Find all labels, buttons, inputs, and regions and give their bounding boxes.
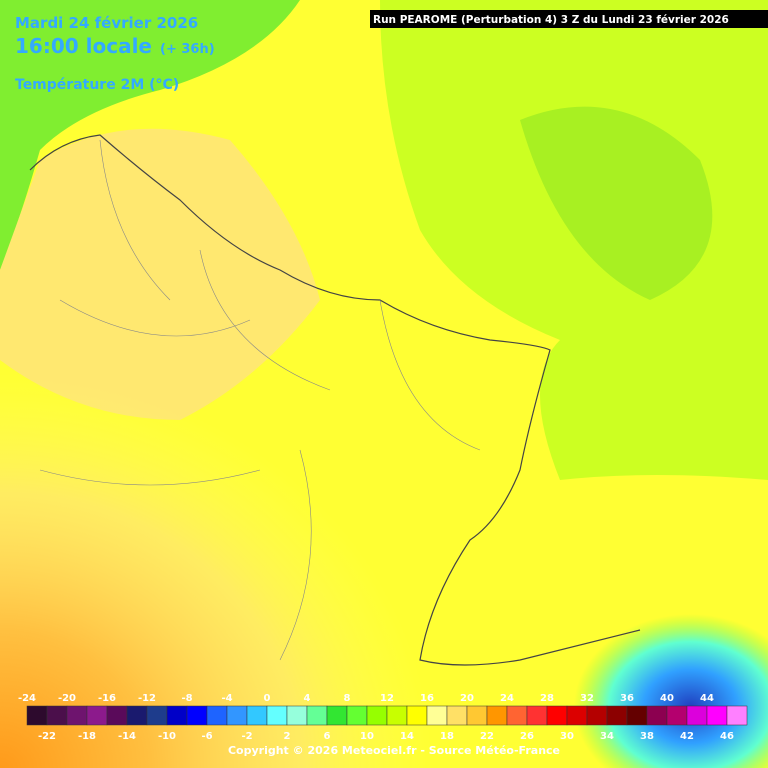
legend-label: 2 bbox=[284, 731, 291, 742]
legend-label: 18 bbox=[440, 731, 454, 742]
legend-label: -22 bbox=[38, 731, 56, 742]
legend-swatch bbox=[486, 705, 508, 726]
legend-label: 16 bbox=[420, 693, 434, 704]
copyright: Copyright © 2026 Meteociel.fr - Source M… bbox=[228, 744, 560, 757]
time: 16:00 locale bbox=[15, 34, 152, 58]
legend-swatch bbox=[266, 705, 288, 726]
legend-label: -14 bbox=[118, 731, 136, 742]
legend-label: 34 bbox=[600, 731, 614, 742]
legend-swatch bbox=[586, 705, 608, 726]
legend-label: 46 bbox=[720, 731, 734, 742]
legend-label: -8 bbox=[181, 693, 192, 704]
legend-label: 8 bbox=[344, 693, 351, 704]
legend-swatch bbox=[246, 705, 268, 726]
legend-swatch bbox=[106, 705, 128, 726]
legend-swatch bbox=[346, 705, 368, 726]
green-zone bbox=[520, 106, 713, 301]
legend-swatch bbox=[566, 705, 588, 726]
legend-swatch bbox=[186, 705, 208, 726]
legend-label: 14 bbox=[400, 731, 414, 742]
legend-label: -12 bbox=[138, 693, 156, 704]
legend-label: 12 bbox=[380, 693, 394, 704]
legend-swatch bbox=[506, 705, 528, 726]
legend-swatch bbox=[386, 705, 408, 726]
legend-swatch bbox=[626, 705, 648, 726]
legend-label: -18 bbox=[78, 731, 96, 742]
date: Mardi 24 février 2026 bbox=[15, 14, 198, 32]
legend-label: -2 bbox=[241, 731, 252, 742]
legend-label: -6 bbox=[201, 731, 212, 742]
legend-swatch bbox=[326, 705, 348, 726]
legend-swatch bbox=[46, 705, 68, 726]
legend-swatch bbox=[86, 705, 108, 726]
legend-swatch bbox=[466, 705, 488, 726]
legend-label: 10 bbox=[360, 731, 374, 742]
variable: Température 2M (°C) bbox=[15, 77, 179, 93]
legend-swatch bbox=[66, 705, 88, 726]
lead: (+ 36h) bbox=[160, 42, 215, 57]
legend-label: 40 bbox=[660, 693, 674, 704]
legend-label: 22 bbox=[480, 731, 494, 742]
legend-label: 28 bbox=[540, 693, 554, 704]
legend-swatch bbox=[446, 705, 468, 726]
run-banner bbox=[370, 10, 768, 28]
legend-swatch bbox=[546, 705, 568, 726]
legend-label: -4 bbox=[221, 693, 232, 704]
legend-swatch bbox=[366, 705, 388, 726]
legend-label: -24 bbox=[18, 693, 36, 704]
legend-label: 24 bbox=[500, 693, 514, 704]
east-zone bbox=[380, 0, 768, 480]
legend-label: 44 bbox=[700, 693, 714, 704]
legend-swatch bbox=[526, 705, 548, 726]
sea-zone bbox=[0, 0, 300, 270]
region-lines bbox=[39, 139, 481, 661]
legend-swatch bbox=[146, 705, 168, 726]
legend-swatch bbox=[126, 705, 148, 726]
legend-swatch bbox=[706, 705, 728, 726]
legend-swatch bbox=[666, 705, 688, 726]
legend-label: 30 bbox=[560, 731, 574, 742]
legend-swatch bbox=[686, 705, 708, 726]
legend-swatch bbox=[426, 705, 448, 726]
run-info: Run PEAROME (Perturbation 4) 3 Z du Lund… bbox=[373, 14, 729, 26]
legend-swatch bbox=[306, 705, 328, 726]
legend-swatch bbox=[726, 705, 748, 726]
legend-swatch bbox=[646, 705, 668, 726]
legend-label: 6 bbox=[324, 731, 331, 742]
legend-swatch bbox=[26, 705, 48, 726]
legend-swatch bbox=[406, 705, 428, 726]
legend-label: 42 bbox=[680, 731, 694, 742]
legend-label: 32 bbox=[580, 693, 594, 704]
legend-label: 0 bbox=[264, 693, 271, 704]
legend-swatch bbox=[286, 705, 308, 726]
legend-label: -16 bbox=[98, 693, 116, 704]
legend-label: -10 bbox=[158, 731, 176, 742]
legend-label: 38 bbox=[640, 731, 654, 742]
legend-label: 36 bbox=[620, 693, 634, 704]
legend-swatch bbox=[166, 705, 188, 726]
legend-label: 20 bbox=[460, 693, 474, 704]
legend-swatch bbox=[606, 705, 628, 726]
legend-swatch bbox=[226, 705, 248, 726]
border bbox=[29, 134, 641, 666]
legend-label: 4 bbox=[304, 693, 311, 704]
legend-swatch bbox=[206, 705, 228, 726]
legend-label: 26 bbox=[520, 731, 534, 742]
legend-label: -20 bbox=[58, 693, 76, 704]
